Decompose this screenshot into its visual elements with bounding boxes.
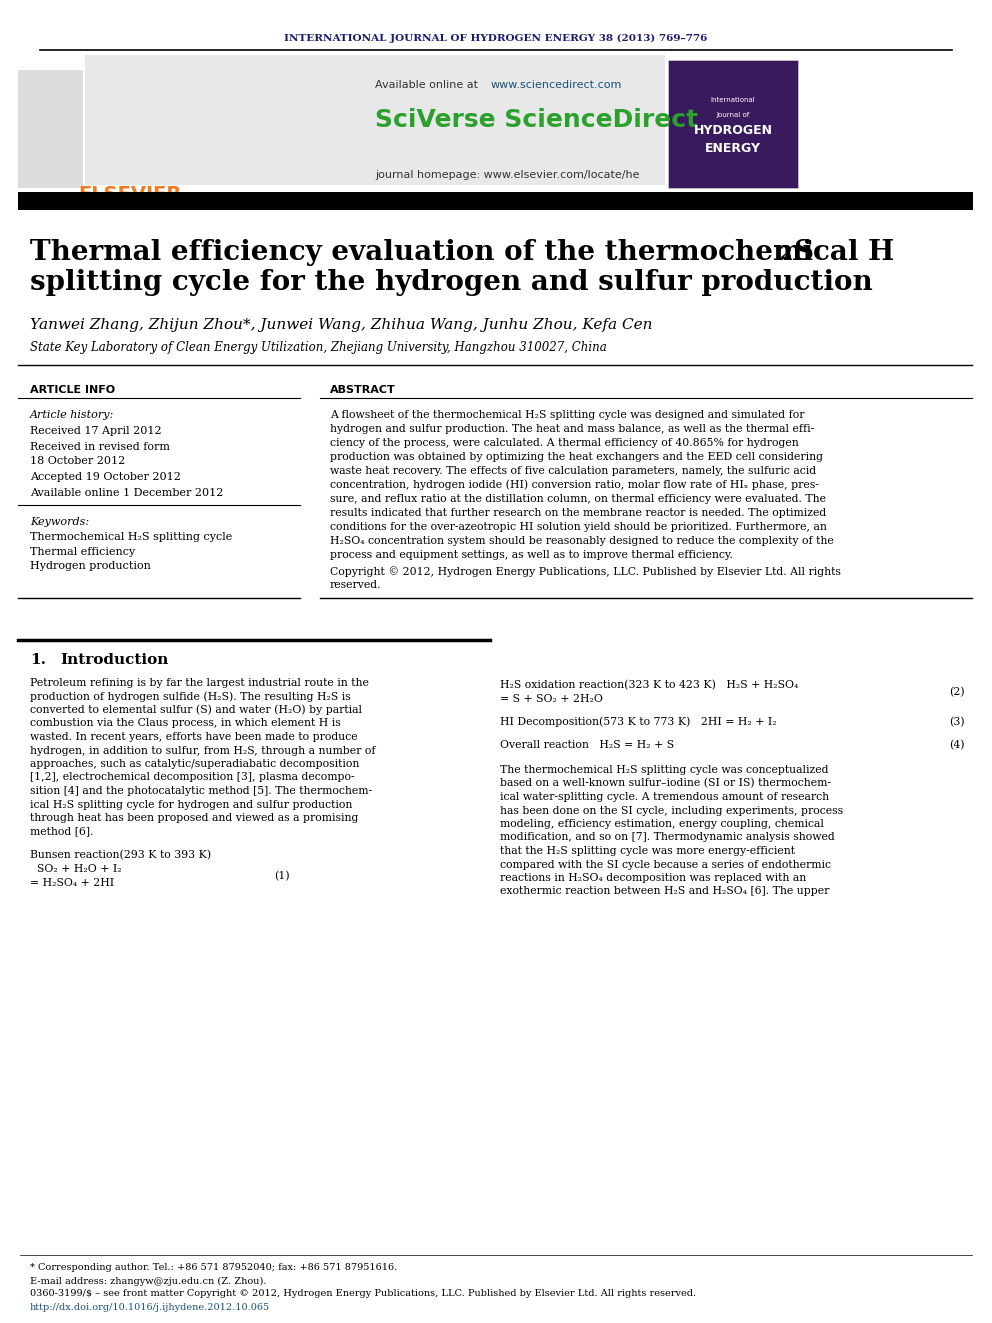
Text: ENERGY: ENERGY: [705, 142, 761, 155]
Text: exothermic reaction between H₂S and H₂SO₄ [6]. The upper: exothermic reaction between H₂S and H₂SO…: [500, 886, 829, 897]
Text: = S + SO₂ + 2H₂O: = S + SO₂ + 2H₂O: [500, 695, 603, 704]
Text: (1): (1): [275, 871, 290, 881]
FancyBboxPatch shape: [85, 56, 665, 185]
Text: ciency of the process, were calculated. A thermal efficiency of 40.865% for hydr: ciency of the process, were calculated. …: [330, 438, 799, 448]
Text: E-mail address: zhangyw@zju.edu.cn (Z. Zhou).: E-mail address: zhangyw@zju.edu.cn (Z. Z…: [30, 1277, 267, 1286]
Text: Copyright © 2012, Hydrogen Energy Publications, LLC. Published by Elsevier Ltd. : Copyright © 2012, Hydrogen Energy Public…: [330, 566, 841, 577]
Text: sure, and reflux ratio at the distillation column, on thermal efficiency were ev: sure, and reflux ratio at the distillati…: [330, 493, 826, 504]
Text: www.sciencedirect.com: www.sciencedirect.com: [491, 79, 622, 90]
Text: H₂SO₄ concentration system should be reasonably designed to reduce the complexit: H₂SO₄ concentration system should be rea…: [330, 536, 833, 546]
Text: based on a well-known sulfur–iodine (SI or IS) thermochem-: based on a well-known sulfur–iodine (SI …: [500, 778, 831, 789]
Text: (2): (2): [949, 687, 965, 697]
Text: combustion via the Claus process, in which element H is: combustion via the Claus process, in whi…: [30, 718, 340, 729]
Text: Bunsen reaction(293 K to 393 K): Bunsen reaction(293 K to 393 K): [30, 849, 211, 860]
Text: Introduction: Introduction: [60, 654, 169, 667]
Text: Thermochemical H₂S splitting cycle: Thermochemical H₂S splitting cycle: [30, 532, 232, 542]
FancyBboxPatch shape: [668, 60, 798, 188]
Text: Thermal efficiency evaluation of the thermochemical H: Thermal efficiency evaluation of the the…: [30, 238, 894, 266]
Text: Available online at: Available online at: [375, 79, 481, 90]
Text: H₂S oxidation reaction(323 K to 423 K)   H₂S + H₂SO₄: H₂S oxidation reaction(323 K to 423 K) H…: [500, 680, 799, 691]
Text: Accepted 19 October 2012: Accepted 19 October 2012: [30, 472, 181, 482]
Text: Article history:: Article history:: [30, 410, 114, 419]
Text: SO₂ + H₂O + I₂: SO₂ + H₂O + I₂: [30, 864, 122, 875]
Text: [1,2], electrochemical decomposition [3], plasma decompo-: [1,2], electrochemical decomposition [3]…: [30, 773, 354, 782]
Text: The thermochemical H₂S splitting cycle was conceptualized: The thermochemical H₂S splitting cycle w…: [500, 765, 828, 775]
Text: compared with the SI cycle because a series of endothermic: compared with the SI cycle because a ser…: [500, 860, 831, 869]
Text: Keywords:: Keywords:: [30, 517, 89, 527]
FancyBboxPatch shape: [18, 70, 83, 188]
Text: SciVerse ScienceDirect: SciVerse ScienceDirect: [375, 108, 698, 132]
Text: splitting cycle for the hydrogen and sulfur production: splitting cycle for the hydrogen and sul…: [30, 269, 873, 295]
Text: Thermal efficiency: Thermal efficiency: [30, 546, 135, 557]
Text: approaches, such as catalytic/superadiabatic decomposition: approaches, such as catalytic/superadiab…: [30, 759, 359, 769]
Text: 18 October 2012: 18 October 2012: [30, 456, 125, 466]
Text: S: S: [793, 238, 813, 266]
Text: production of hydrogen sulfide (H₂S). The resulting H₂S is: production of hydrogen sulfide (H₂S). Th…: [30, 691, 351, 701]
Text: 1.: 1.: [30, 654, 46, 667]
Text: has been done on the SI cycle, including experiments, process: has been done on the SI cycle, including…: [500, 806, 843, 815]
Text: hydrogen, in addition to sulfur, from H₂S, through a number of: hydrogen, in addition to sulfur, from H₂…: [30, 745, 376, 755]
Text: process and equipment settings, as well as to improve thermal efficiency.: process and equipment settings, as well …: [330, 550, 733, 560]
FancyBboxPatch shape: [18, 192, 973, 210]
Text: = H₂SO₄ + 2HI: = H₂SO₄ + 2HI: [30, 878, 114, 888]
Text: converted to elemental sulfur (S) and water (H₂O) by partial: converted to elemental sulfur (S) and wa…: [30, 705, 362, 716]
Text: modification, and so on [7]. Thermodynamic analysis showed: modification, and so on [7]. Thermodynam…: [500, 832, 834, 843]
Text: hydrogen and sulfur production. The heat and mass balance, as well as the therma: hydrogen and sulfur production. The heat…: [330, 423, 814, 434]
Text: INTERNATIONAL JOURNAL OF HYDROGEN ENERGY 38 (2013) 769–776: INTERNATIONAL JOURNAL OF HYDROGEN ENERGY…: [285, 33, 707, 42]
Text: http://dx.doi.org/10.1016/j.ijhydene.2012.10.065: http://dx.doi.org/10.1016/j.ijhydene.201…: [30, 1303, 270, 1311]
Text: sition [4] and the photocatalytic method [5]. The thermochem-: sition [4] and the photocatalytic method…: [30, 786, 372, 796]
Text: method [6].: method [6].: [30, 827, 93, 836]
Text: ARTICLE INFO: ARTICLE INFO: [30, 385, 115, 396]
Text: concentration, hydrogen iodide (HI) conversion ratio, molar flow rate of HIₓ pha: concentration, hydrogen iodide (HI) conv…: [330, 480, 818, 491]
Text: reactions in H₂SO₄ decomposition was replaced with an: reactions in H₂SO₄ decomposition was rep…: [500, 873, 806, 882]
Text: HYDROGEN: HYDROGEN: [693, 123, 773, 136]
Text: reserved.: reserved.: [330, 579, 382, 590]
Text: Petroleum refining is by far the largest industrial route in the: Petroleum refining is by far the largest…: [30, 677, 369, 688]
Text: production was obtained by optimizing the heat exchangers and the EED cell consi: production was obtained by optimizing th…: [330, 452, 823, 462]
Text: ical H₂S splitting cycle for hydrogen and sulfur production: ical H₂S splitting cycle for hydrogen an…: [30, 799, 352, 810]
Text: conditions for the over-azeotropic HI solution yield should be prioritized. Furt: conditions for the over-azeotropic HI so…: [330, 523, 827, 532]
Text: Received 17 April 2012: Received 17 April 2012: [30, 426, 162, 437]
Text: wasted. In recent years, efforts have been made to produce: wasted. In recent years, efforts have be…: [30, 732, 358, 742]
Text: Overall reaction   H₂S = H₂ + S: Overall reaction H₂S = H₂ + S: [500, 740, 675, 750]
Text: Received in revised form: Received in revised form: [30, 442, 170, 452]
Text: Hydrogen production: Hydrogen production: [30, 561, 151, 572]
Text: ELSEVIER: ELSEVIER: [78, 185, 182, 205]
Text: 2: 2: [780, 245, 793, 263]
Text: Yanwei Zhang, Zhijun Zhou*, Junwei Wang, Zhihua Wang, Junhu Zhou, Kefa Cen: Yanwei Zhang, Zhijun Zhou*, Junwei Wang,…: [30, 318, 653, 332]
Text: (3): (3): [949, 717, 965, 728]
Text: * Corresponding author. Tel.: +86 571 87952040; fax: +86 571 87951616.: * Corresponding author. Tel.: +86 571 87…: [30, 1263, 397, 1273]
Text: ical water-splitting cycle. A tremendous amount of research: ical water-splitting cycle. A tremendous…: [500, 792, 829, 802]
Text: 0360-3199/$ – see front matter Copyright © 2012, Hydrogen Energy Publications, L: 0360-3199/$ – see front matter Copyright…: [30, 1290, 696, 1298]
Text: International: International: [710, 97, 755, 103]
Text: that the H₂S splitting cycle was more energy-efficient: that the H₂S splitting cycle was more en…: [500, 845, 795, 856]
Text: results indicated that further research on the membrane reactor is needed. The o: results indicated that further research …: [330, 508, 826, 519]
Text: through heat has been proposed and viewed as a promising: through heat has been proposed and viewe…: [30, 814, 358, 823]
Text: State Key Laboratory of Clean Energy Utilization, Zhejiang University, Hangzhou : State Key Laboratory of Clean Energy Uti…: [30, 341, 607, 355]
Text: HI Decomposition(573 K to 773 K)   2HI = H₂ + I₂: HI Decomposition(573 K to 773 K) 2HI = H…: [500, 717, 777, 728]
Text: journal homepage: www.elsevier.com/locate/he: journal homepage: www.elsevier.com/locat…: [375, 169, 640, 180]
Text: Available online 1 December 2012: Available online 1 December 2012: [30, 488, 223, 497]
Text: modeling, efficiency estimation, energy coupling, chemical: modeling, efficiency estimation, energy …: [500, 819, 824, 830]
Text: Journal of: Journal of: [716, 112, 750, 118]
Text: (4): (4): [949, 740, 965, 750]
Text: ABSTRACT: ABSTRACT: [330, 385, 396, 396]
Text: waste heat recovery. The effects of five calculation parameters, namely, the sul: waste heat recovery. The effects of five…: [330, 466, 816, 476]
Text: A flowsheet of the thermochemical H₂S splitting cycle was designed and simulated: A flowsheet of the thermochemical H₂S sp…: [330, 410, 805, 419]
